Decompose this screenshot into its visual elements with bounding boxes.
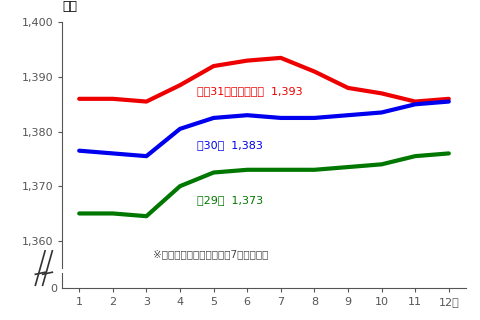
Text: 万人: 万人 [62, 0, 77, 12]
Text: ※グラフ中の数値は、各年7月１日現在: ※グラフ中の数値は、各年7月１日現在 [153, 249, 268, 260]
Text: 平成31年・令和元年  1,393: 平成31年・令和元年 1,393 [197, 86, 302, 96]
Text: 年30年  1,383: 年30年 1,383 [197, 140, 263, 150]
Text: 年29年  1,373: 年29年 1,373 [197, 195, 263, 205]
